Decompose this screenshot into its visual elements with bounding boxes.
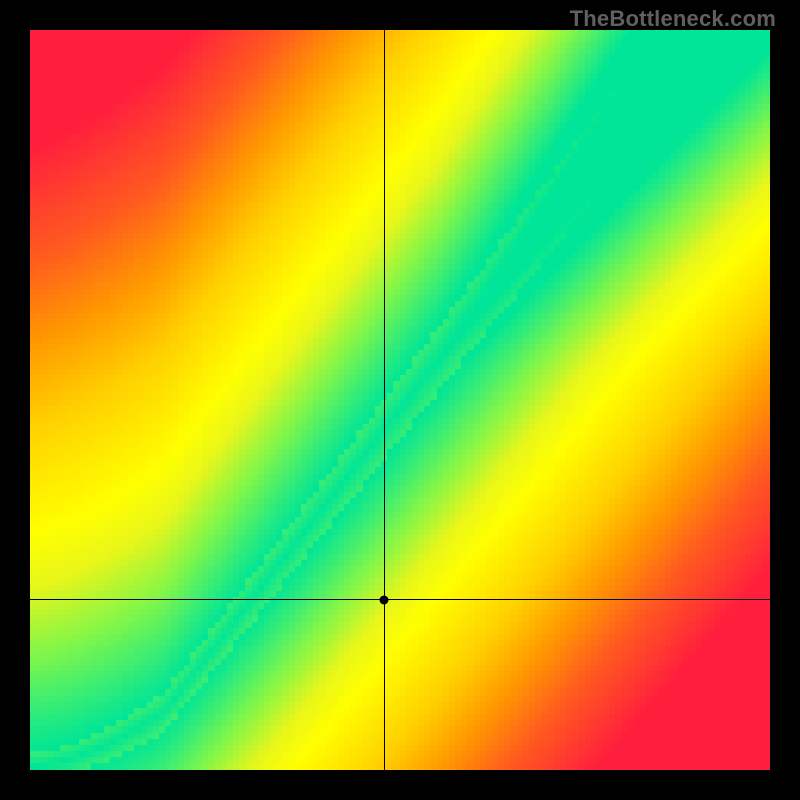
chart-frame: { "watermark": { "text": "TheBottleneck.… bbox=[0, 0, 800, 800]
heatmap-canvas bbox=[30, 30, 770, 770]
watermark-text: TheBottleneck.com bbox=[570, 6, 776, 32]
plot-area bbox=[30, 30, 770, 770]
